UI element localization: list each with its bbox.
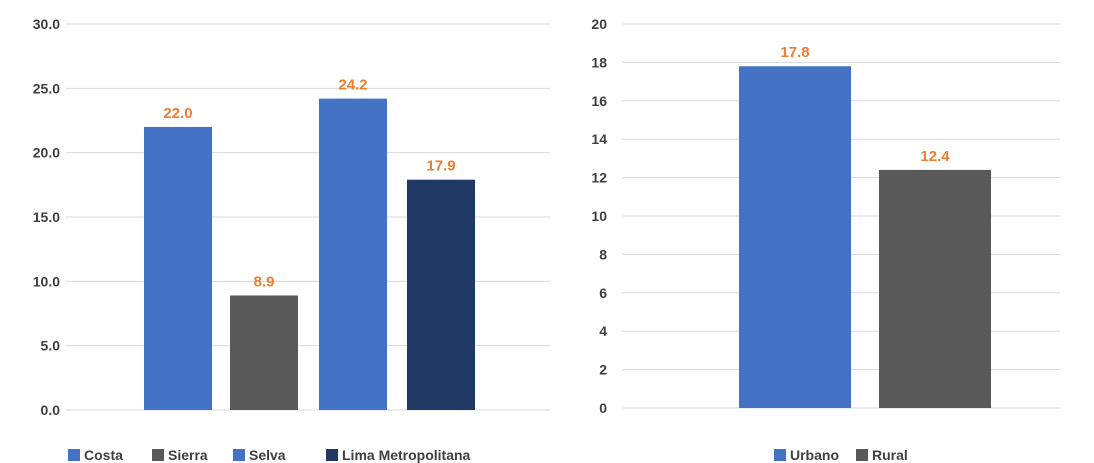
- data-label: 24.2: [338, 77, 367, 94]
- y-tick-label: 20.0: [33, 145, 60, 161]
- y-tick-label: 8: [599, 246, 607, 262]
- data-label: 8.9: [254, 273, 275, 290]
- data-label: 17.8: [780, 44, 809, 61]
- y-tick-label: 6: [599, 285, 607, 301]
- legend-label: Costa: [84, 447, 123, 463]
- y-tick-label: 4: [599, 323, 607, 339]
- legend-swatch: [152, 449, 164, 461]
- y-tick-label: 14: [591, 131, 607, 147]
- y-tick-label: 10: [591, 208, 607, 224]
- y-tick-label: 5.0: [41, 338, 61, 354]
- bar-costa: [144, 126, 212, 410]
- bar-selva: [319, 98, 387, 411]
- bar-urbano: [739, 66, 851, 409]
- data-label: 17.9: [426, 158, 455, 175]
- y-tick-label: 30.0: [33, 16, 60, 32]
- data-label: 12.4: [920, 148, 950, 165]
- y-tick-label: 25.0: [33, 80, 60, 96]
- data-label: 22.0: [163, 105, 192, 122]
- y-tick-label: 0.0: [41, 402, 61, 418]
- legend-label: Urbano: [790, 447, 839, 463]
- y-tick-label: 20: [591, 16, 607, 32]
- legend-label: Sierra: [168, 447, 208, 463]
- legend-label: Selva: [249, 447, 286, 463]
- y-tick-label: 15.0: [33, 209, 60, 225]
- y-tick-label: 16: [591, 93, 607, 109]
- y-tick-label: 12: [591, 170, 607, 186]
- legend-swatch: [856, 449, 868, 461]
- legend-swatch: [233, 449, 245, 461]
- chart-urban-rural: 0 2 4 6 8 10 12 14 16 18 20 17.8 12.4 Urbano Rural: [591, 16, 1060, 463]
- y-tick-label: 2: [599, 362, 607, 378]
- bar-lima-metropolitana: [407, 179, 475, 410]
- legend-swatch: [774, 449, 786, 461]
- y-tick-label: 10.0: [33, 273, 60, 289]
- y-tick-label: 18: [591, 54, 607, 70]
- bar-rural: [879, 169, 991, 408]
- y-tick-label: 0: [599, 400, 607, 416]
- legend-label: Lima Metropolitana: [342, 447, 471, 463]
- legend-swatch: [326, 449, 338, 461]
- chart-regions: 0.0 5.0 10.0 15.0 20.0 25.0 30.0 22.0 8.9 24.2 17.…: [33, 16, 550, 463]
- legend-swatch: [68, 449, 80, 461]
- bar-sierra: [230, 295, 298, 410]
- legend-label: Rural: [872, 447, 908, 463]
